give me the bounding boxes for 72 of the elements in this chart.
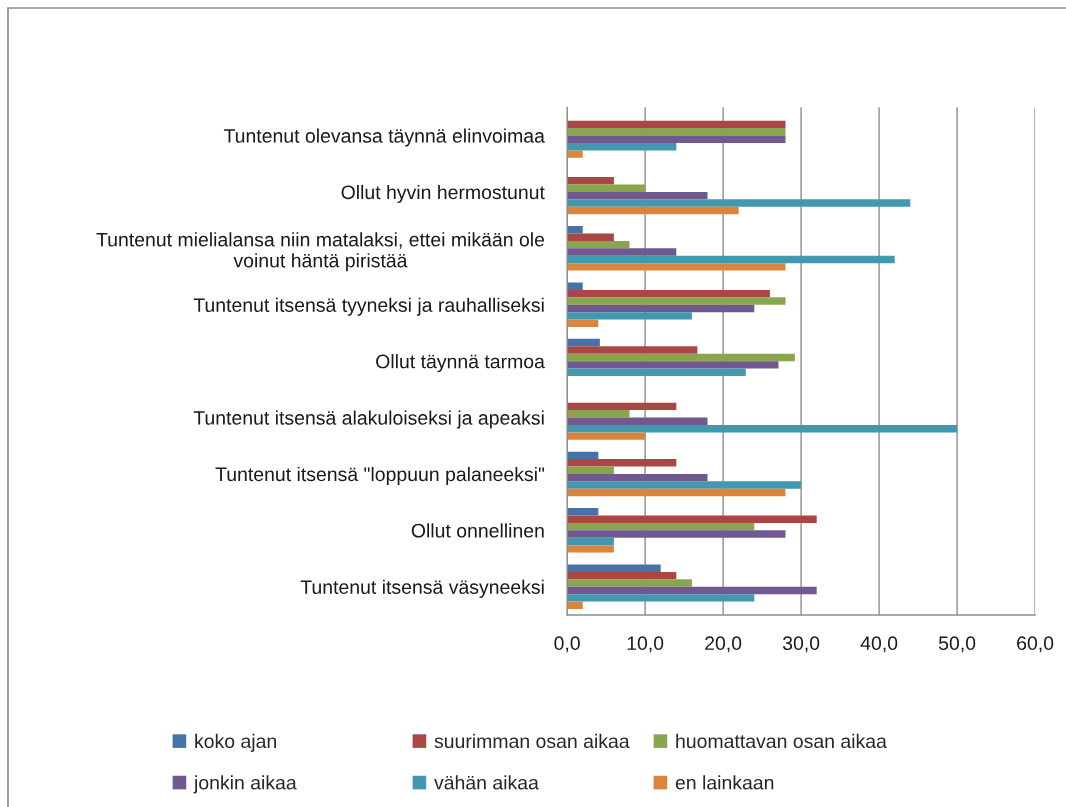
bar [567,432,646,440]
bar [567,424,958,433]
bar [567,361,779,369]
y-tick-label: Tuntenut mielialansa niin matalaksi, ettei mikään ole voinut häntä piristää [96,232,545,272]
bar [567,417,708,425]
x-tick-label: 30,0 [782,636,820,653]
bar [567,312,692,320]
bar [567,368,746,376]
bar [567,120,786,129]
bar [567,297,786,305]
bar [567,128,786,136]
bar [567,579,692,587]
x-tick-label: 60,0 [1017,636,1054,653]
x-tick-label: 20,0 [705,636,742,653]
bar [567,564,661,572]
bar [567,289,770,298]
bar [567,537,614,546]
y-tick-label: Tuntenut itsensä väsyneeksi [300,579,544,598]
bar [567,255,895,264]
bar [567,466,614,474]
y-tick-label: Tuntenut itsensä "loppuun palaneeksi" [215,466,545,486]
legend-label: koko ajan [195,733,276,752]
bar [567,346,698,354]
bar [567,184,646,192]
bar [567,135,786,143]
bar [567,304,755,313]
bar [567,199,911,207]
bar [567,530,786,538]
bar [567,233,614,241]
bar [567,248,677,256]
x-tick-label: 40,0 [860,636,898,653]
y-tick-label: Ollut onnellinen [411,523,544,538]
bar [567,338,600,347]
legend-label: vähän aikaa [434,775,539,790]
x-tick-label: 10,0 [627,636,664,653]
bar [567,402,677,411]
bar [567,191,708,200]
bar [567,319,599,328]
bar [567,508,599,516]
y-tick-label: Tuntenut itsensä alakuloiseksi ja apeaksi [193,410,544,429]
legend-label: jonkin aikaa [193,775,297,794]
bar [567,594,755,602]
y-tick-label: Ollut hyvin hermostunut [341,184,545,204]
y-tick-label: Tuntenut olevansa täynnä elinvoimaa [223,128,545,147]
legend-label: suurimman osan aikaa [434,733,630,749]
bar [567,459,677,467]
legend-label: huomattavan osan aikaa [676,733,887,749]
bar [567,206,739,215]
legend-label: en lainkaan [675,775,774,790]
bar [567,263,786,271]
x-tick-label: 0,0 [554,636,580,653]
bar [567,177,614,185]
bar [567,522,755,531]
y-tick-label: Ollut täynnä tarmoa [376,354,545,373]
bar [567,142,677,151]
bar [567,545,614,553]
bar [567,226,583,234]
bar [567,586,817,595]
y-tick-label: Tuntenut itsensä tyyneksi ja rauhalliseksi [193,297,544,316]
bar [567,515,817,523]
x-tick-label: 50,0 [938,636,976,653]
bar [567,571,677,580]
bar [567,282,583,290]
bar [567,240,630,249]
bar [567,150,583,158]
bar [567,410,630,418]
bar [567,451,599,460]
bar [567,481,802,489]
bar [567,473,708,482]
bar [567,488,786,497]
bar [567,601,583,610]
bar [567,353,795,362]
